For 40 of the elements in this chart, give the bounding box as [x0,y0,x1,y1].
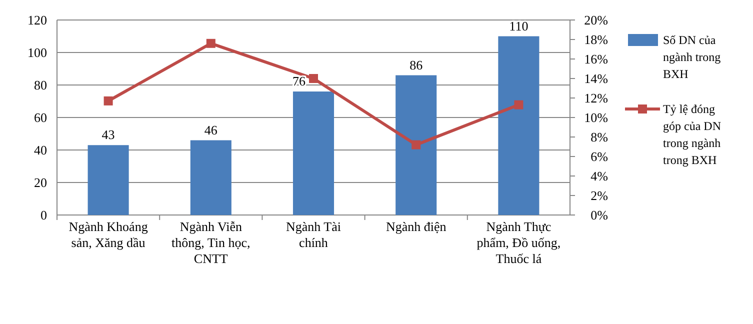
y-tick-label: 100 [28,45,47,60]
y-tick-label: 60 [34,110,47,126]
point [412,140,421,150]
data-label: 110 [509,18,528,34]
y-tick-label: 20 [34,175,47,190]
y-tick-label: 40 [34,142,47,158]
y-tick-label: 80 [34,78,47,93]
x-tick-label: Ngành Tài chính [286,219,342,250]
y2-tick-label: 10% [584,110,608,126]
bar [88,145,129,215]
bar [292,92,334,215]
y2-tick-label: 4% [590,168,608,184]
data-label: 43 [102,127,115,142]
y-tick-label: 120 [28,12,47,28]
y2-tick-label: 20% [584,12,608,28]
x-tick-label: Ngành điện [386,219,447,234]
bar [498,36,540,215]
legend-label: Số DN của ngành trong BXH [663,33,721,82]
y-tick-label: 0 [40,208,47,223]
data-label: 46 [204,122,218,138]
x-tick-label: Ngành Thực phẩm, Đồ uống, Thuốc lá [476,219,561,266]
y2-tick-label: 6% [590,149,608,164]
bar [396,75,437,215]
y2-tick-label: 18% [584,32,608,48]
point [206,38,216,48]
x-tick-label: Ngành Viễn thông, Tin học, CNTT [172,219,250,266]
y2-tick-label: 8% [590,130,608,145]
bar [190,140,232,215]
y2-tick-label: 0% [590,208,608,223]
point [104,96,113,106]
point [514,100,524,110]
data-label: 76 [292,74,306,88]
x-tick-label: Ngành Khoáng sản, Xăng dầu [68,219,148,250]
point [309,74,318,83]
y2-tick-label: 2% [590,188,608,204]
data-label: 86 [410,57,424,72]
y2-tick-label: 16% [584,52,608,67]
y2-tick-label: 14% [584,71,608,86]
y2-tick-label: 12% [584,90,608,106]
legend-label: Tỷ lệ đóng góp của DN trong ngành trong BXH [663,102,722,168]
